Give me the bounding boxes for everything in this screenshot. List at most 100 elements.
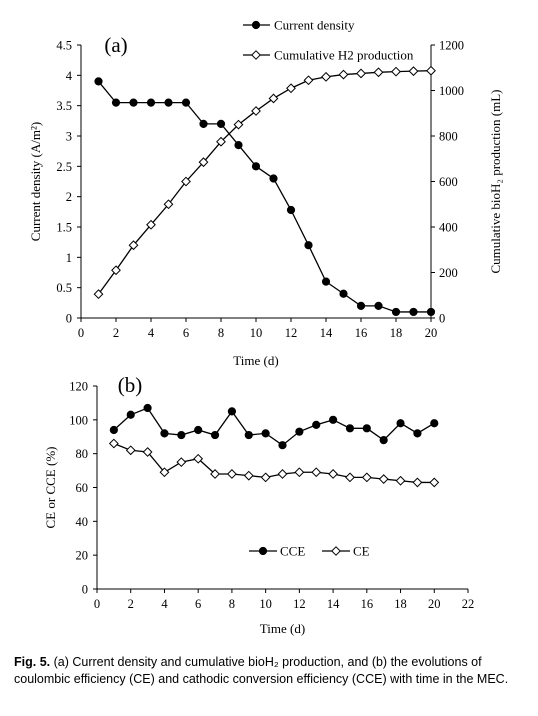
a-data-point xyxy=(111,98,121,107)
a-y-tick-label: 2 xyxy=(66,190,72,204)
b-data-point xyxy=(177,430,186,440)
b-x-tick-label: 16 xyxy=(361,597,374,611)
b-data-point xyxy=(210,469,220,479)
b-data-point xyxy=(193,453,204,464)
a-y-axis-label: Current density (A/m²) xyxy=(28,122,43,241)
a-x-tick-label: 14 xyxy=(320,326,333,340)
a-data-point xyxy=(251,162,261,171)
b-x-tick-label: 2 xyxy=(128,597,134,611)
b-y-tick-label: 120 xyxy=(69,380,88,394)
a-y2-tick-label: 1000 xyxy=(439,84,464,98)
a-y2-tick-label: 200 xyxy=(439,266,458,280)
a-series-line xyxy=(97,80,431,313)
a-data-point xyxy=(409,307,418,317)
b-data-point xyxy=(227,407,237,416)
b-data-point xyxy=(294,467,305,478)
b-data-point xyxy=(395,475,406,486)
a-data-point xyxy=(233,119,244,130)
a-data-point xyxy=(391,66,401,77)
b-data-point xyxy=(312,420,321,430)
a-panel-label: (a) xyxy=(104,33,127,57)
a-data-point xyxy=(198,157,209,168)
a-data-point xyxy=(339,289,348,298)
a-data-point xyxy=(129,98,138,107)
b-legend-entry xyxy=(249,546,277,556)
a-data-point xyxy=(269,174,278,183)
b-data-point xyxy=(261,429,270,438)
a-y2-axis-label: Cumulative bioH₂ production (mL) xyxy=(488,90,503,274)
a-data-point xyxy=(268,93,279,104)
a-y-tick-label: 0.5 xyxy=(56,281,72,295)
a-data-point xyxy=(199,119,208,128)
b-x-tick-label: 12 xyxy=(293,597,306,611)
b-data-point xyxy=(413,429,422,438)
b-data-point xyxy=(243,470,254,481)
b-data-point xyxy=(194,425,203,435)
figure-5: 0 2 4 6 8 10 12 14 16 18 2000.511.522.533.544.5020… xyxy=(28,18,503,637)
a-x-tick-label: 20 xyxy=(425,326,438,340)
a-y-tick-label: 0 xyxy=(66,312,72,326)
a-data-point xyxy=(374,301,383,310)
a-series-current-density xyxy=(94,77,436,317)
a-data-point xyxy=(216,136,226,147)
b-legend-label: CE xyxy=(353,544,370,559)
b-data-point xyxy=(430,419,439,428)
a-x-tick-label: 6 xyxy=(183,326,189,340)
b-data-point xyxy=(379,436,388,445)
a-data-point xyxy=(408,66,419,77)
a-x-tick-label: 0 xyxy=(78,326,84,340)
b-data-point xyxy=(126,410,135,419)
a-x-axis-label: Time (d) xyxy=(233,353,278,368)
b-data-point xyxy=(176,457,187,468)
a-data-point xyxy=(146,219,156,230)
a-x-tick-label: 8 xyxy=(218,326,224,340)
a-data-point xyxy=(338,69,349,80)
a-y-tick-label: 2.5 xyxy=(56,160,72,174)
a-data-point xyxy=(373,67,384,78)
a-y2-tick-label: 0 xyxy=(439,312,445,326)
a-data-point xyxy=(286,83,296,94)
a-x-tick-label: 10 xyxy=(250,326,263,340)
b-x-tick-label: 14 xyxy=(327,597,340,611)
b-data-point xyxy=(244,430,253,440)
a-y-tick-label: 3 xyxy=(66,130,72,144)
b-data-point xyxy=(278,441,287,450)
b-x-tick-label: 22 xyxy=(462,597,475,611)
b-y-tick-label: 100 xyxy=(69,413,88,427)
a-data-point xyxy=(93,289,104,300)
b-data-point xyxy=(159,467,170,478)
b-data-point xyxy=(227,469,237,479)
a-data-point xyxy=(251,106,261,116)
b-data-point xyxy=(277,469,288,479)
b-data-point xyxy=(345,424,355,433)
b-data-point xyxy=(396,419,405,428)
a-data-point xyxy=(111,265,121,276)
a-y2-tick-label: 1200 xyxy=(439,39,464,53)
a-data-point xyxy=(356,301,366,310)
a-y2-tick-label: 400 xyxy=(439,221,458,235)
a-data-point xyxy=(128,240,139,251)
a-data-point xyxy=(216,119,226,128)
a-data-point xyxy=(356,68,366,79)
a-data-point xyxy=(304,241,313,250)
b-series-line xyxy=(113,442,435,484)
figure-caption: Fig. 5. (a) Current density and cumulati… xyxy=(14,654,528,688)
b-data-point xyxy=(328,415,338,424)
b-x-tick-label: 0 xyxy=(94,597,100,611)
b-data-point xyxy=(142,447,153,457)
a-data-point xyxy=(426,307,436,317)
b-legend-marker xyxy=(258,546,268,556)
b-x-axis-label: Time (d) xyxy=(260,621,305,636)
a-data-point xyxy=(286,205,296,215)
a-series-cumulative-h2 xyxy=(93,65,436,300)
b-y-tick-label: 0 xyxy=(82,583,88,597)
b-data-point xyxy=(361,472,372,483)
b-data-point xyxy=(260,472,271,483)
a-data-point xyxy=(164,98,173,107)
b-x-tick-label: 10 xyxy=(259,597,272,611)
b-data-point xyxy=(378,474,389,484)
b-data-point xyxy=(311,467,322,478)
b-series-cce xyxy=(109,403,439,450)
a-data-point xyxy=(321,71,331,82)
a-legend-label: Cumulative H2 production xyxy=(274,48,414,63)
